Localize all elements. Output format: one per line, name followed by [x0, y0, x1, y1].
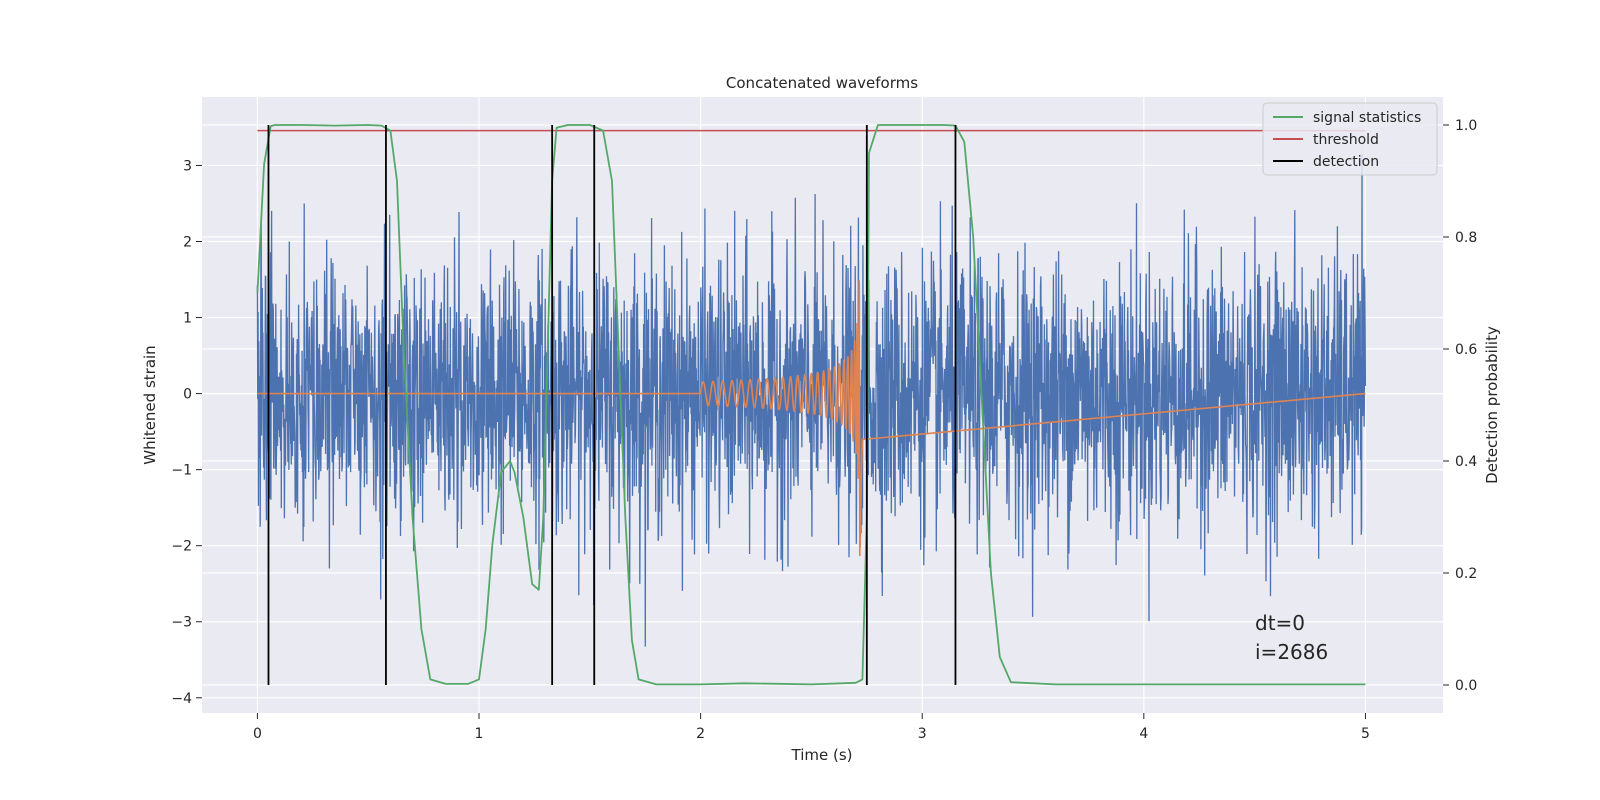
y2-tick-label: 0.2 — [1455, 566, 1477, 582]
annotation-text: dt=0 — [1255, 611, 1305, 635]
y2-tick-label: 1.0 — [1455, 118, 1477, 134]
y-tick-label: −3 — [171, 615, 192, 631]
y-axis-label: Whitened strain — [141, 345, 159, 464]
noise-series-line — [256, 153, 1367, 647]
y2-tick-label: 0.0 — [1455, 678, 1477, 694]
legend-label: threshold — [1313, 132, 1379, 148]
chart-title: Concatenated waveforms — [726, 74, 918, 92]
y2-tick-label: 0.8 — [1455, 230, 1477, 246]
legend-box — [1262, 102, 1438, 176]
injected-chirp-line — [257, 280, 1366, 557]
y-tick-label: −4 — [171, 691, 192, 707]
y-tick-label: 1 — [183, 311, 192, 327]
x-tick-label: 3 — [918, 726, 927, 742]
y2-tick-label: 0.6 — [1455, 342, 1477, 358]
y2-axis-label: Detection probability — [1483, 326, 1501, 484]
legend-label: signal statistics — [1313, 110, 1421, 126]
y-tick-label: 3 — [183, 158, 192, 174]
annotations: dt=0 i=2686 — [1255, 611, 1328, 664]
x-axis-label: Time (s) — [791, 746, 853, 764]
x-tick-label: 4 — [1139, 726, 1148, 742]
x-tick-label: 2 — [696, 726, 705, 742]
legend-label: detection — [1313, 154, 1379, 170]
y-tick-label: −2 — [171, 539, 192, 555]
signal-statistics-line — [256, 124, 1366, 686]
x-tick-label: 1 — [475, 726, 484, 742]
x-tick-label: 5 — [1361, 726, 1370, 742]
ticks: 0 1 2 3 4 5 −4 −3 −2 −1 0 1 2 3 0.0 0.2 0.4 0.6 0.8 1.0 — [171, 118, 1477, 742]
legend: signal statistics threshold detection — [1262, 102, 1438, 176]
x-tick-label: 0 — [253, 726, 262, 742]
y-tick-label: −1 — [171, 463, 192, 479]
plot-area — [256, 124, 1367, 686]
annotation-text: i=2686 — [1255, 640, 1328, 664]
y-tick-label: 0 — [183, 387, 192, 403]
y2-tick-label: 0.4 — [1455, 454, 1477, 470]
y-tick-label: 2 — [183, 234, 192, 250]
